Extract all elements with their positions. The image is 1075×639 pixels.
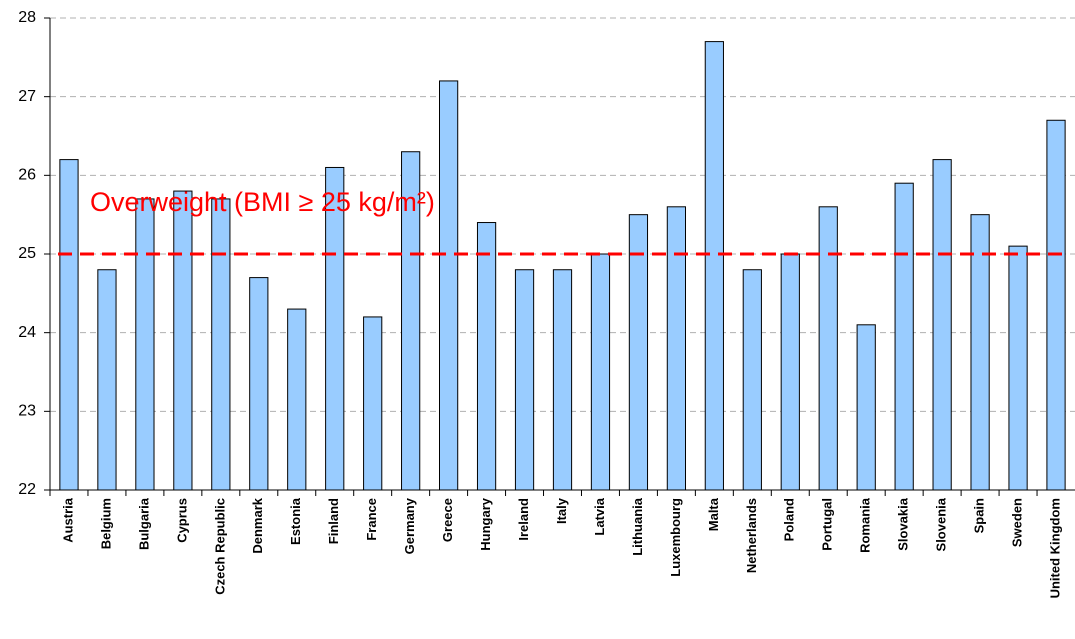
x-tick-label: France	[364, 498, 379, 541]
bar	[970, 214, 990, 491]
bar	[401, 151, 421, 491]
bar	[856, 324, 876, 491]
bar	[742, 269, 762, 491]
x-tick-label: Denmark	[250, 497, 265, 553]
x-tick-label: Luxembourg	[668, 498, 683, 577]
x-tick-label: Slovenia	[934, 497, 949, 551]
bar	[211, 198, 231, 491]
x-tick-label: Belgium	[98, 498, 113, 549]
x-tick-label: Hungary	[478, 497, 493, 550]
bar	[325, 166, 345, 491]
bar	[135, 198, 155, 491]
x-tick-label: Spain	[972, 498, 987, 533]
x-tick-label: Austria	[60, 497, 75, 543]
bar	[1008, 245, 1028, 491]
x-tick-label: Bulgaria	[136, 497, 151, 550]
x-tick-label: Poland	[782, 498, 797, 541]
y-tick-label: 27	[18, 88, 36, 105]
bar	[628, 214, 649, 491]
x-tick-label: Slovakia	[896, 497, 911, 551]
bar	[363, 316, 383, 491]
x-tick-label: Lithuania	[630, 497, 645, 556]
x-tick-label: Estonia	[288, 497, 303, 545]
bar	[552, 269, 573, 491]
bar	[173, 190, 193, 491]
y-tick-label: 25	[18, 245, 36, 262]
reference-label: Overweight (BMI ≥ 25 kg/m²)	[90, 187, 435, 217]
x-tick-label: Italy	[554, 497, 569, 524]
bar	[1046, 119, 1066, 491]
bar	[514, 269, 535, 491]
bar	[249, 277, 269, 491]
x-tick-label: Latvia	[592, 497, 607, 535]
bar	[59, 159, 79, 491]
bar	[780, 253, 800, 491]
x-tick-label: Germany	[402, 497, 417, 554]
x-tick-label: Ireland	[516, 498, 531, 541]
bar	[818, 206, 838, 491]
y-tick-label: 26	[18, 167, 36, 184]
x-tick-label: Netherlands	[744, 498, 759, 573]
x-tick-label: Finland	[326, 498, 341, 544]
bar	[932, 159, 952, 491]
bar	[439, 80, 459, 491]
x-tick-label: Cyprus	[174, 498, 189, 543]
x-tick-label: Malta	[706, 497, 721, 531]
bar	[666, 206, 686, 491]
bar	[894, 182, 914, 491]
bar	[97, 269, 117, 491]
bar	[590, 253, 611, 491]
x-tick-label: Sweden	[1009, 498, 1024, 547]
x-tick-label: Romania	[858, 497, 873, 553]
y-tick-label: 22	[18, 481, 36, 498]
x-tick-label: Czech Republic	[212, 498, 227, 595]
y-tick-label: 28	[18, 9, 36, 26]
bar	[287, 308, 307, 491]
bar	[476, 222, 497, 491]
x-tick-label: United Kingdom	[1047, 498, 1062, 598]
y-tick-label: 24	[18, 324, 36, 341]
x-tick-label: Greece	[440, 498, 455, 542]
bar	[704, 41, 724, 491]
x-tick-label: Portugal	[820, 498, 835, 551]
y-tick-label: 23	[18, 403, 36, 420]
